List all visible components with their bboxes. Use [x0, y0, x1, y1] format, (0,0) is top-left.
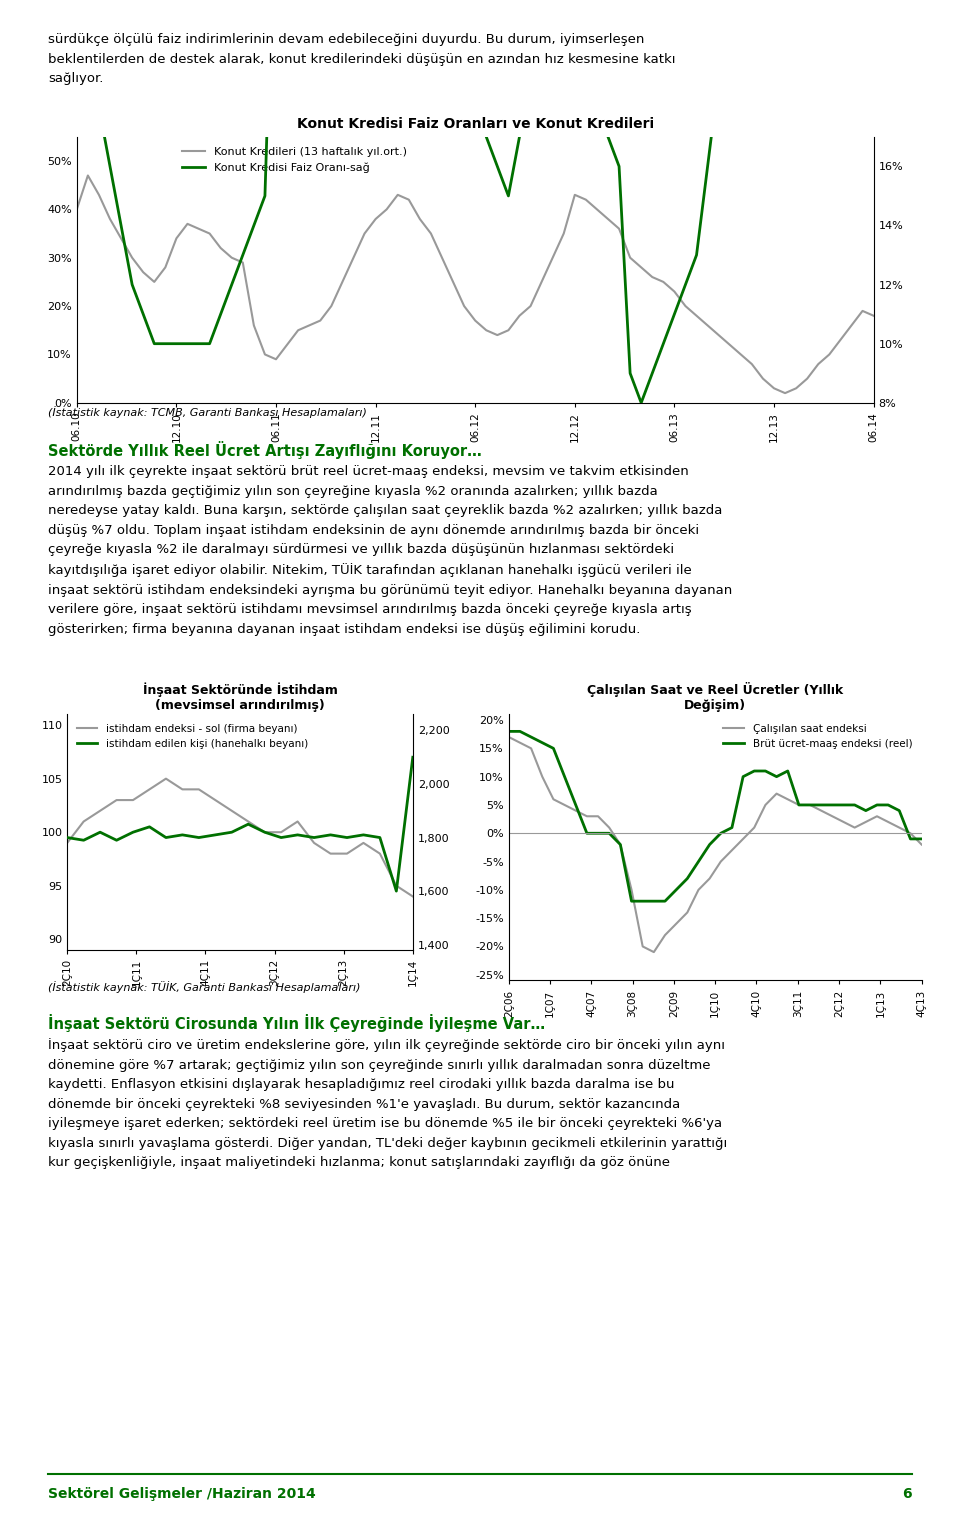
- Text: (İstatistik kaynak: TÜİK, Garanti Bankası Hesaplamaları): (İstatistik kaynak: TÜİK, Garanti Bankas…: [48, 980, 361, 993]
- Text: 2014 yılı ilk çeyrekte inşaat sektörü brüt reel ücret-maaş endeksi, mevsim ve ta: 2014 yılı ilk çeyrekte inşaat sektörü br…: [48, 465, 732, 635]
- Title: Çalışılan Saat ve Reel Ücretler (Yıllık
Değişim): Çalışılan Saat ve Reel Ücretler (Yıllık …: [588, 682, 843, 711]
- Legend: Konut Kredileri (13 haftalık yıl.ort.), Konut Kredisi Faiz Oranı-sağ: Konut Kredileri (13 haftalık yıl.ort.), …: [178, 143, 411, 178]
- Legend: Çalışılan saat endeksi, Brüt ücret-maaş endeksi (reel): Çalışılan saat endeksi, Brüt ücret-maaş …: [719, 719, 917, 752]
- Text: (İstatistik kaynak: TCMB, Garanti Bankası Hesaplamaları): (İstatistik kaynak: TCMB, Garanti Bankas…: [48, 406, 367, 418]
- Text: 6: 6: [902, 1487, 912, 1500]
- Title: İnşaat Sektöründe İstihdam
(mevsimsel arındırılmış): İnşaat Sektöründe İstihdam (mevsimsel ar…: [143, 682, 337, 711]
- Text: sürdükçe ölçülü faiz indirimlerinin devam edebileceğini duyurdu. Bu durum, iyims: sürdükçe ölçülü faiz indirimlerinin deva…: [48, 33, 676, 85]
- Text: Sektörel Gelişmeler /Haziran 2014: Sektörel Gelişmeler /Haziran 2014: [48, 1487, 316, 1500]
- Text: Sektörde Yıllık Reel Ücret Artışı Zayıflığını Koruyor…: Sektörde Yıllık Reel Ücret Artışı Zayıfl…: [48, 441, 482, 459]
- Title: Konut Kredisi Faiz Oranları ve Konut Kredileri: Konut Kredisi Faiz Oranları ve Konut Kre…: [297, 117, 654, 131]
- Text: İnşaat Sektörü Cirosunda Yılın İlk Çeyreğinde İyileşme Var…: İnşaat Sektörü Cirosunda Yılın İlk Çeyre…: [48, 1014, 545, 1032]
- Legend: istihdam endeksi - sol (firma beyanı), istihdam edilen kişi (hanehalkı beyanı): istihdam endeksi - sol (firma beyanı), i…: [72, 719, 312, 752]
- Text: İnşaat sektörü ciro ve üretim endekslerine göre, yılın ilk çeyreğinde sektörde c: İnşaat sektörü ciro ve üretim endeksleri…: [48, 1038, 728, 1169]
